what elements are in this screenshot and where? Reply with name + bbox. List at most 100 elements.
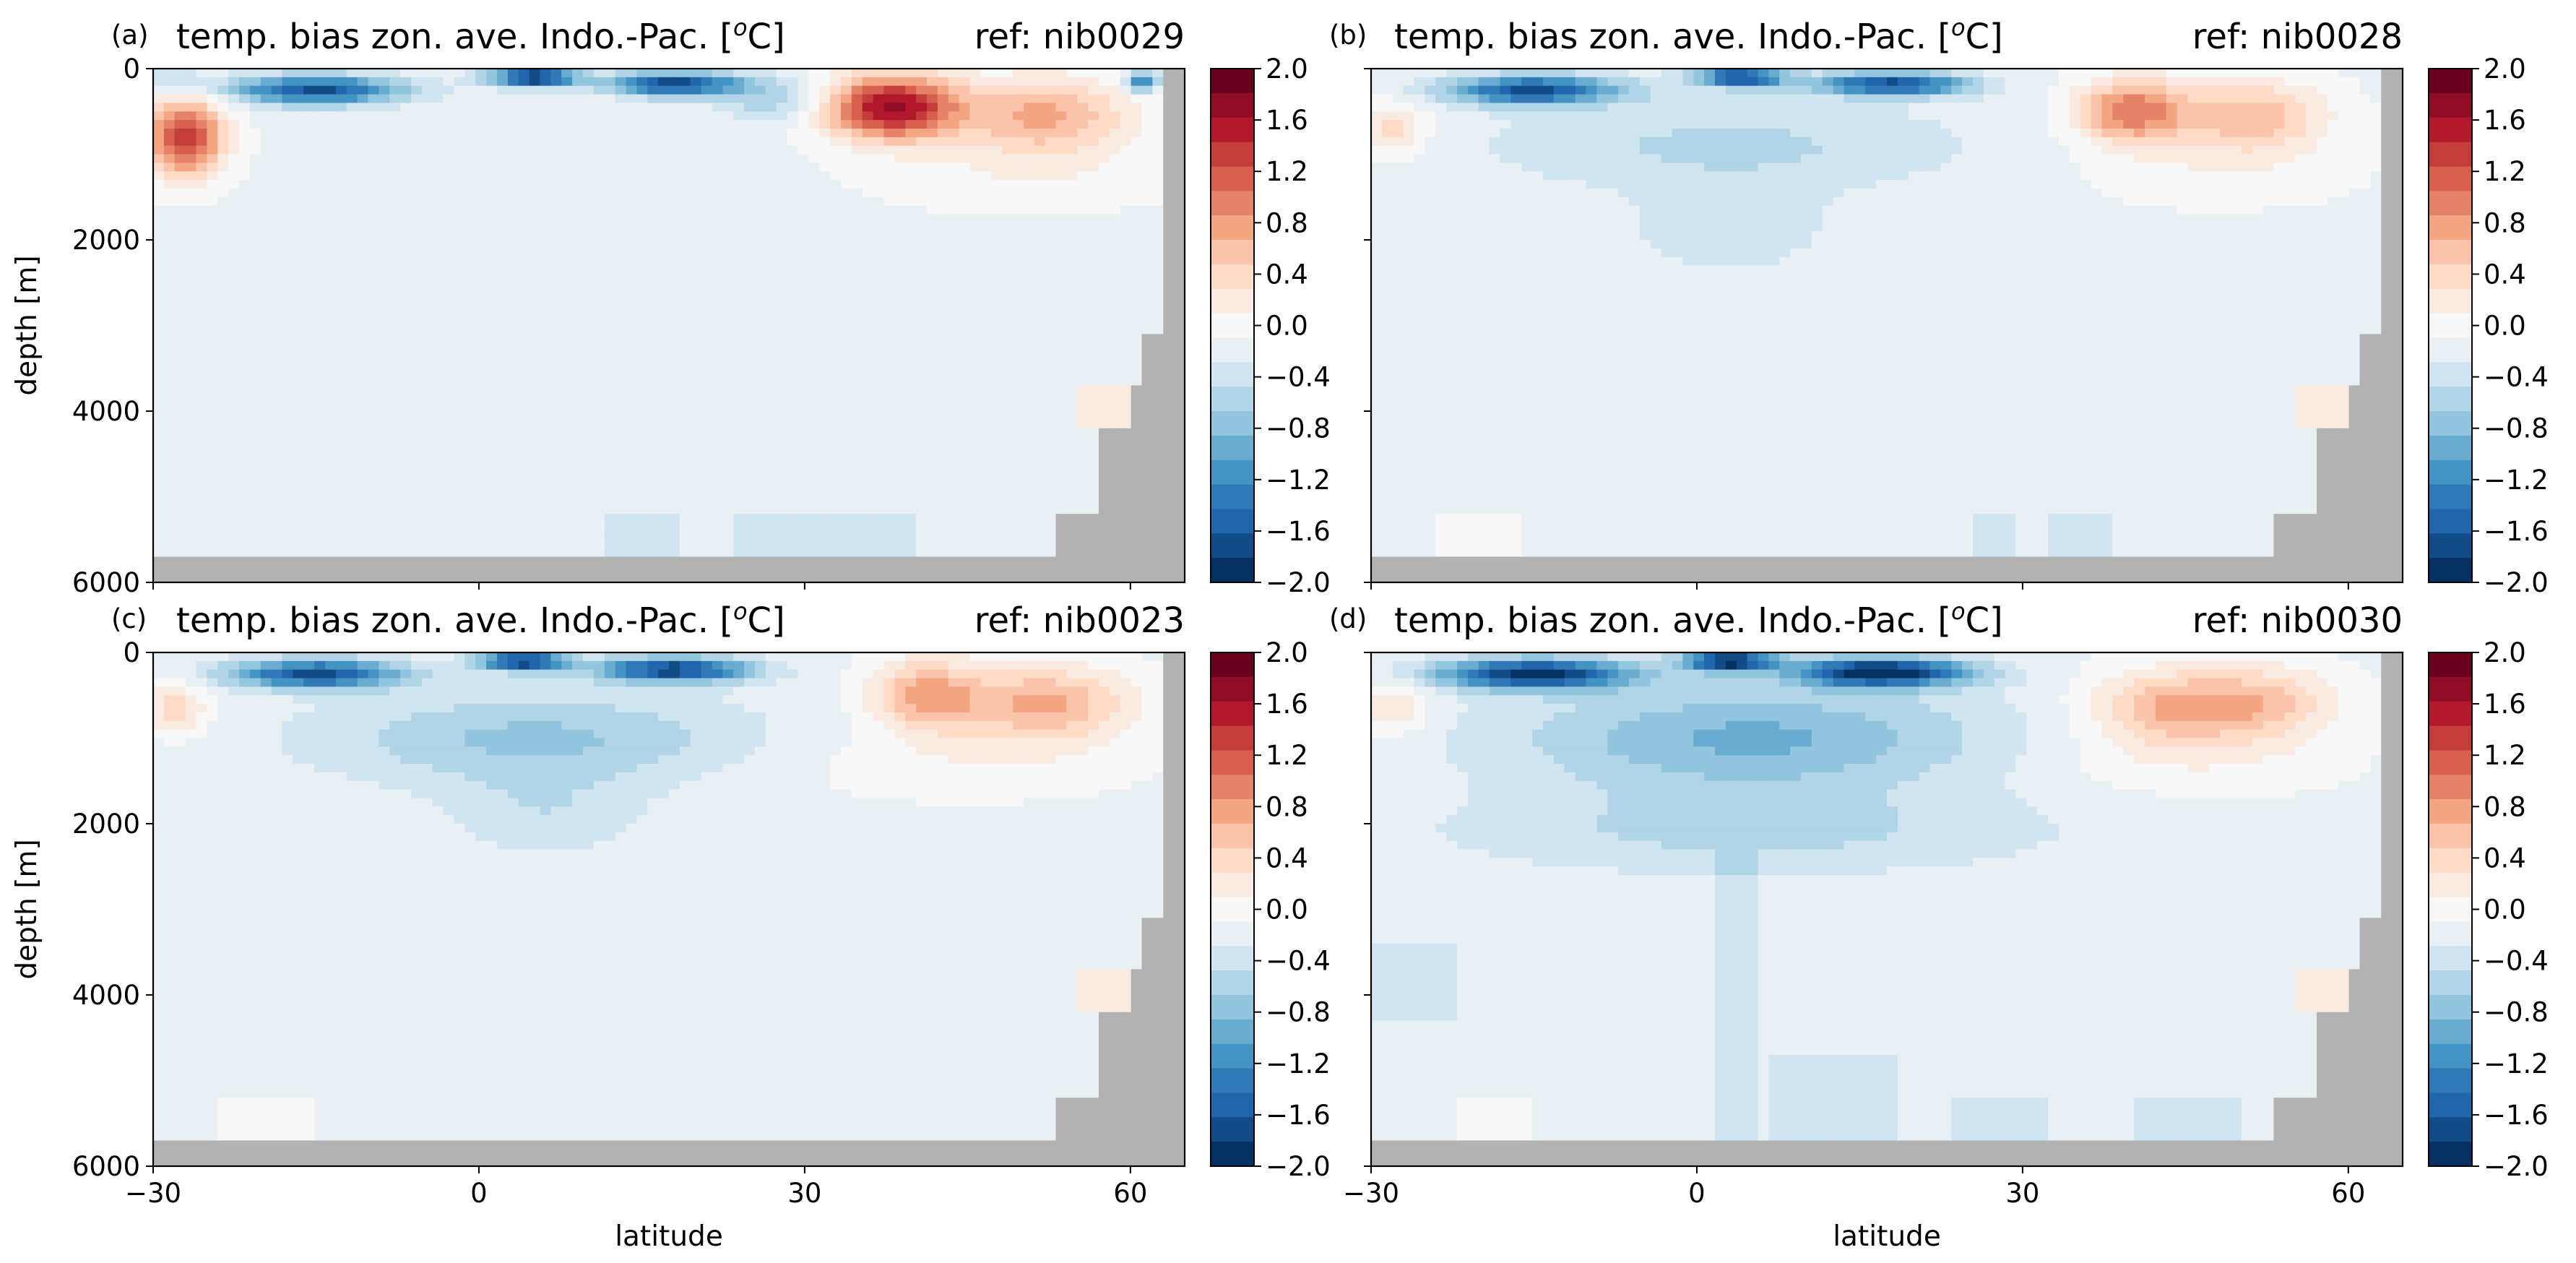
heatmap-cell: [443, 240, 455, 249]
heatmap-cell: [647, 419, 659, 429]
heatmap-cell: [722, 265, 734, 275]
heatmap-cell: [174, 154, 186, 163]
heatmap-cell: [830, 188, 842, 198]
heatmap-cell: [948, 462, 960, 472]
heatmap-cell: [249, 530, 262, 540]
heatmap-cell: [744, 530, 756, 540]
heatmap-cell: [529, 428, 541, 438]
heatmap-cell: [282, 514, 293, 523]
heatmap-cell: [959, 505, 971, 514]
heatmap-cell: [421, 137, 433, 147]
heatmap-cell: [701, 402, 713, 412]
heatmap-cell: [959, 342, 971, 352]
heatmap-cell: [937, 316, 949, 327]
heatmap-cell: [669, 445, 680, 454]
heatmap-cell: [282, 411, 293, 421]
heatmap-cell: [851, 325, 863, 335]
heatmap-cell: [604, 137, 616, 147]
heatmap-cell: [271, 402, 283, 412]
heatmap-cell: [411, 445, 423, 454]
heatmap-cell: [325, 565, 337, 574]
heatmap-cell: [819, 85, 831, 95]
heatmap-cell: [744, 548, 756, 558]
heatmap-cell: [927, 436, 938, 446]
heatmap-cell: [282, 188, 293, 198]
heatmap-cell: [540, 505, 551, 514]
heatmap-cell: [755, 462, 766, 472]
heatmap-cell: [561, 479, 573, 489]
heatmap-cell: [357, 359, 369, 369]
heatmap-cell: [454, 111, 465, 121]
heatmap-cell: [969, 283, 981, 292]
heatmap-cell: [400, 171, 412, 181]
heatmap-cell: [733, 574, 745, 583]
heatmap-cell: [293, 514, 304, 523]
heatmap-cell: [1034, 359, 1046, 369]
heatmap-cell: [1013, 419, 1024, 429]
heatmap-cell: [583, 163, 595, 172]
heatmap-cell: [379, 496, 390, 506]
heatmap-cell: [249, 163, 262, 172]
heatmap-cell: [658, 223, 670, 232]
heatmap-cell: [303, 137, 315, 147]
heatmap-cell: [690, 137, 702, 147]
heatmap-cell: [798, 283, 809, 292]
heatmap-cell: [529, 240, 541, 249]
heatmap-cell: [991, 291, 1003, 301]
heatmap-cell: [604, 214, 616, 223]
heatmap-cell: [475, 137, 487, 147]
heatmap-cell: [733, 445, 745, 454]
heatmap-cell: [841, 539, 852, 549]
heatmap-cell: [679, 539, 691, 549]
heatmap-cell: [335, 428, 347, 438]
heatmap-cell: [755, 163, 766, 172]
heatmap-cell: [357, 205, 369, 215]
heatmap-cell: [755, 103, 766, 112]
heatmap-cell: [163, 514, 176, 523]
heatmap-cell: [593, 240, 605, 249]
heatmap-cell: [1013, 505, 1024, 514]
heatmap-cell: [572, 154, 584, 163]
heatmap-cell: [357, 299, 369, 309]
heatmap-cell: [679, 394, 691, 403]
heatmap-cell: [851, 556, 863, 566]
heatmap-cell: [980, 205, 992, 215]
heatmap-cell: [529, 385, 541, 395]
heatmap-cell: [432, 445, 444, 454]
heatmap-cell: [916, 539, 928, 549]
heatmap-cell: [293, 274, 304, 283]
heatmap-cell: [335, 299, 347, 309]
heatmap-cell: [464, 445, 476, 454]
heatmap-cell: [443, 325, 455, 335]
heatmap-cell: [722, 470, 734, 480]
heatmap-cell: [561, 231, 573, 241]
heatmap-cell: [830, 419, 842, 429]
heatmap-cell: [163, 316, 176, 327]
heatmap-cell: [755, 428, 766, 438]
heatmap-cell: [927, 574, 938, 583]
heatmap-cell: [927, 565, 938, 574]
heatmap-cell: [916, 308, 928, 318]
heatmap-cell: [411, 454, 423, 463]
heatmap-cell: [282, 265, 293, 275]
heatmap-cell: [593, 94, 605, 103]
heatmap-cell: [174, 197, 186, 207]
heatmap-cell: [1045, 197, 1057, 207]
heatmap-cell: [1045, 188, 1057, 198]
heatmap-cell: [636, 394, 648, 403]
heatmap-cell: [335, 394, 347, 403]
heatmap-cell: [497, 556, 509, 566]
heatmap-cell: [927, 299, 938, 309]
heatmap-cell: [153, 128, 165, 138]
heatmap-cell: [905, 69, 917, 78]
heatmap-cell: [335, 385, 347, 395]
heatmap-cell: [787, 248, 799, 258]
heatmap-cell: [454, 351, 465, 361]
heatmap-cell: [507, 454, 519, 463]
heatmap-cell: [486, 223, 498, 232]
heatmap-cell: [604, 411, 616, 421]
heatmap-cell: [1013, 154, 1024, 163]
heatmap-cell: [894, 402, 906, 412]
heatmap-cell: [883, 316, 895, 327]
heatmap-cell: [722, 163, 734, 172]
